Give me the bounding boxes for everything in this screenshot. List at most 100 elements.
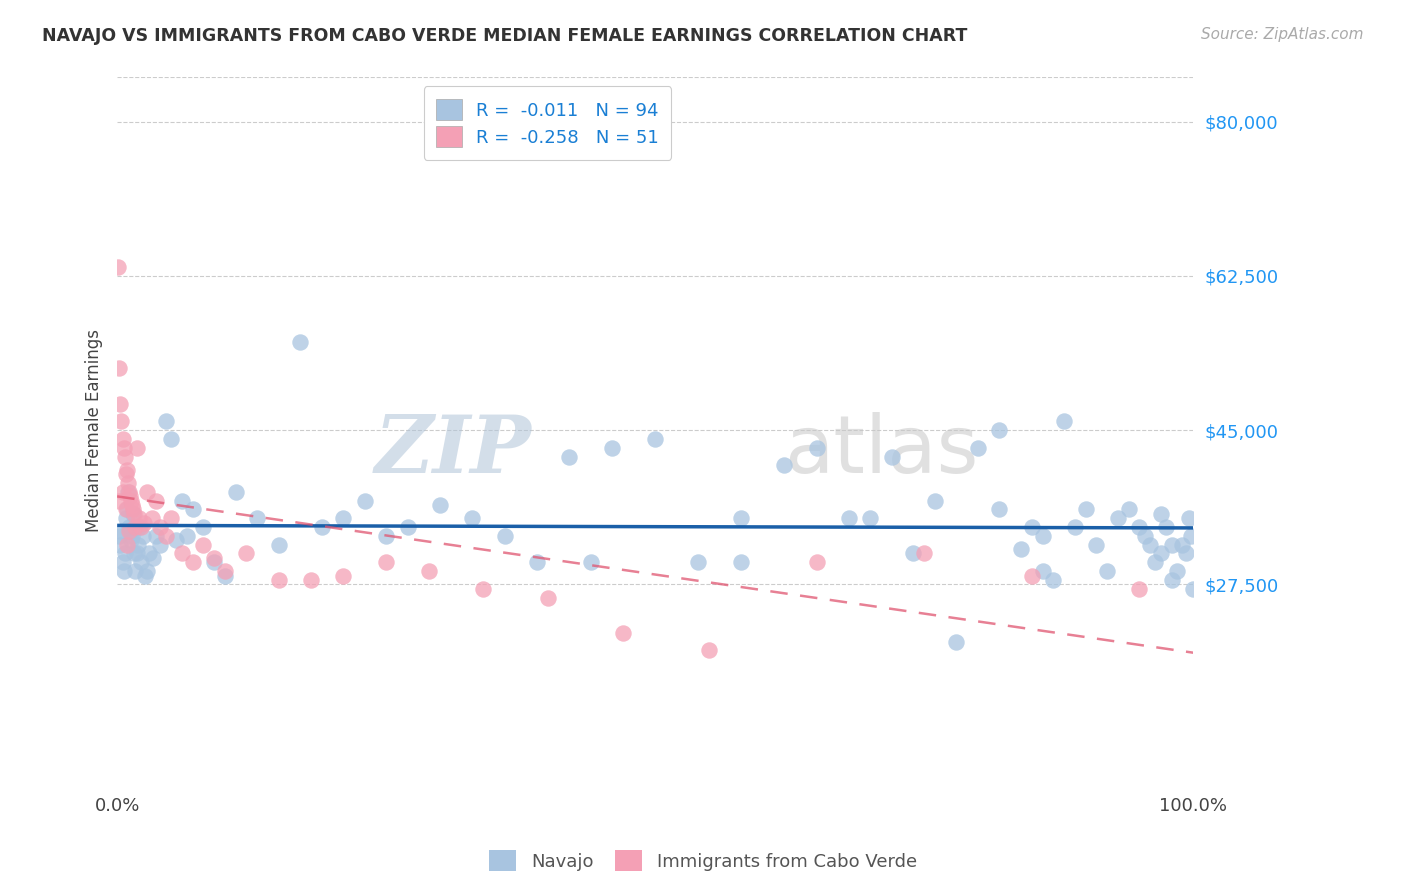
Point (311, 520, 333, 534)
Point (181, 555, 204, 569)
Point (155, 529, 177, 543)
Point (160, 511, 183, 525)
Point (1053, 414, 1076, 428)
Point (1128, 582, 1150, 596)
Point (1021, 568, 1043, 582)
Point (111, 555, 134, 569)
Point (170, 493, 193, 508)
Point (688, 555, 710, 569)
Legend: R =  -0.011   N = 94, R =  -0.258   N = 51: R = -0.011 N = 94, R = -0.258 N = 51 (423, 87, 672, 160)
Point (235, 546, 257, 560)
Point (181, 502, 204, 516)
Point (122, 502, 145, 516)
Point (1095, 564, 1118, 578)
Point (112, 441, 135, 455)
Point (1160, 573, 1182, 587)
Point (332, 568, 354, 582)
Point (132, 516, 155, 530)
Point (903, 546, 925, 560)
Point (114, 546, 136, 560)
Point (1031, 529, 1053, 543)
Point (536, 591, 558, 605)
Point (612, 625, 634, 640)
Point (730, 555, 752, 569)
Point (267, 573, 290, 587)
Point (136, 564, 159, 578)
Point (108, 529, 131, 543)
Point (1010, 542, 1032, 557)
Point (299, 573, 322, 587)
Point (988, 502, 1011, 516)
Point (730, 511, 752, 525)
Point (120, 489, 142, 503)
Point (1021, 520, 1043, 534)
Point (108, 493, 131, 508)
Point (644, 432, 666, 446)
Point (176, 529, 198, 543)
Point (110, 538, 132, 552)
Point (1180, 529, 1202, 543)
Point (121, 529, 143, 543)
Point (149, 538, 172, 552)
Point (558, 450, 581, 464)
Point (494, 529, 516, 543)
Point (375, 529, 398, 543)
Point (1118, 502, 1140, 516)
Point (579, 555, 602, 569)
Point (145, 493, 167, 508)
Point (1031, 564, 1053, 578)
Point (1171, 538, 1194, 552)
Point (396, 520, 419, 534)
Point (1133, 529, 1156, 543)
Point (124, 520, 146, 534)
Point (110, 396, 132, 410)
Point (193, 538, 215, 552)
Point (806, 441, 828, 455)
Point (1085, 538, 1108, 552)
Point (429, 498, 451, 512)
Point (170, 546, 193, 560)
Text: atlas: atlas (785, 412, 979, 491)
Point (288, 334, 311, 349)
Point (124, 507, 146, 521)
Point (107, 260, 129, 274)
Point (114, 467, 136, 482)
Point (967, 441, 990, 455)
Point (600, 441, 623, 455)
Point (1166, 564, 1188, 578)
Point (461, 511, 484, 525)
Point (353, 493, 375, 508)
Point (124, 564, 146, 578)
Point (912, 546, 935, 560)
Point (1063, 520, 1085, 534)
Point (202, 550, 225, 565)
Text: ZIP: ZIP (374, 412, 531, 490)
Point (111, 432, 134, 446)
Point (118, 524, 141, 539)
Point (859, 511, 882, 525)
Point (110, 524, 132, 539)
Point (214, 564, 236, 578)
Point (1178, 511, 1201, 525)
Point (332, 511, 354, 525)
Point (125, 546, 148, 560)
Point (129, 555, 152, 569)
Point (110, 414, 132, 428)
Point (115, 502, 138, 516)
Point (120, 524, 142, 539)
Point (112, 564, 135, 578)
Point (1139, 538, 1161, 552)
Point (1042, 573, 1064, 587)
Point (129, 520, 152, 534)
Point (108, 361, 131, 376)
Point (115, 538, 138, 552)
Point (142, 550, 165, 565)
Point (246, 511, 269, 525)
Point (120, 493, 142, 508)
Point (1182, 582, 1205, 596)
Text: NAVAJO VS IMMIGRANTS FROM CABO VERDE MEDIAN FEMALE EARNINGS CORRELATION CHART: NAVAJO VS IMMIGRANTS FROM CABO VERDE MED… (42, 27, 967, 45)
Point (118, 520, 141, 534)
Point (1074, 502, 1097, 516)
Point (1150, 507, 1173, 521)
Point (697, 643, 720, 657)
